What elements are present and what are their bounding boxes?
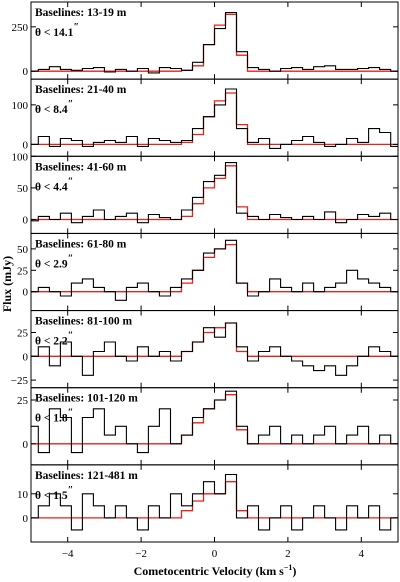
y-tick-label: 0: [23, 351, 29, 363]
panel-4: 0 25 50 Baselines: 61-80 m θ < 2.9″: [17, 232, 399, 312]
panel-baseline-label: Baselines: 121-481 m: [35, 470, 138, 482]
panel-baseline-label: Baselines: 21-40 m: [35, 84, 127, 96]
panel-baseline-label: Baselines: 61-80 m: [35, 238, 127, 250]
y-tick-label: 25: [17, 327, 29, 339]
panel-resolution-unit: ″: [68, 485, 74, 496]
model-spectrum-line: [31, 243, 398, 293]
y-tick-label: 10: [17, 489, 29, 501]
y-tick-label: 0: [23, 139, 29, 151]
panel-resolution-label: θ < 14.1″: [35, 22, 79, 39]
y-tick-label: 50: [17, 244, 29, 256]
y-tick-label: 25: [17, 265, 29, 277]
y-tick-label: 0: [23, 215, 29, 227]
panel-resolution-unit: ″: [68, 99, 74, 110]
y-tick-label: 50: [17, 183, 29, 195]
panel-5: −25 0 25 Baselines: 81-100 m θ < 2.2″: [11, 310, 399, 389]
panel-resolution-label: θ < 1.8″: [35, 408, 73, 425]
observed-spectrum-line: [31, 473, 398, 531]
panel-baseline-label: Baselines: 41-60 m: [35, 161, 127, 173]
y-tick-label: 100: [12, 151, 29, 163]
panel-resolution-label: θ < 4.4″: [35, 176, 73, 193]
x-axis-title: Cometocentric Velocity (km s−1): [134, 563, 297, 578]
panel-resolution-unit: ″: [68, 408, 74, 419]
observed-spectrum-line: [31, 390, 398, 454]
x-axis-title-main: Cometocentric Velocity (km s: [134, 564, 285, 578]
model-spectrum-line: [31, 481, 398, 519]
y-tick-label: 0: [23, 66, 29, 78]
x-tick-label: −2: [135, 548, 147, 560]
y-tick-label: 0: [23, 287, 29, 299]
observed-spectrum-line: [31, 322, 398, 376]
panel-resolution-unit: ″: [68, 176, 74, 187]
observed-spectrum-line: [31, 12, 398, 74]
y-tick-label: −25: [11, 375, 29, 387]
panel-resolution-unit: ″: [73, 22, 79, 33]
model-spectrum-line: [31, 13, 398, 72]
x-tick-label: −4: [62, 548, 74, 560]
model-spectrum-line: [31, 165, 398, 221]
model-spectrum-line: [31, 92, 398, 146]
panel-6: 0 25 Baselines: 101-120 m θ < 1.8″: [17, 387, 399, 466]
panel-resolution-unit: ″: [68, 331, 74, 342]
x-tick-label: 0: [212, 548, 218, 560]
panel-3: 0 50 100 Baselines: 41-60 m θ < 4.4″: [12, 151, 399, 234]
panel-resolution-label: θ < 2.2″: [35, 331, 73, 348]
y-axis-title: Flux (mJy): [0, 256, 14, 312]
y-tick-label: 100: [12, 100, 29, 112]
x-axis-title-close: ): [292, 564, 296, 578]
y-tick-label: 250: [12, 22, 29, 34]
x-tick-label: 2: [285, 548, 291, 560]
panel-2: 0 100 Baselines: 21-40 m θ < 8.4″: [12, 78, 399, 157]
panel-resolution-label: θ < 8.4″: [35, 99, 73, 116]
observed-spectrum-line: [31, 239, 398, 301]
x-axis-title-exponent: −1: [284, 563, 293, 572]
y-tick-label: 0: [23, 513, 29, 525]
x-tick-label: 4: [359, 548, 365, 560]
panel-1: 0 250 Baselines: 13-19 m θ < 14.1″: [12, 1, 399, 80]
panel-7: 0 10 Baselines: 121-481 m θ < 1.5″: [17, 464, 399, 543]
observed-spectrum-line: [31, 162, 398, 224]
panel-resolution-label: θ < 2.9″: [35, 253, 73, 270]
panel-baseline-label: Baselines: 101-120 m: [35, 393, 138, 405]
y-tick-label: 0: [23, 439, 29, 451]
panel-baseline-label: Baselines: 81-100 m: [35, 316, 133, 328]
panel-baseline-label: Baselines: 13-19 m: [35, 7, 127, 19]
panel-resolution-unit: ″: [68, 253, 74, 264]
panel-resolution-label: θ < 1.5″: [35, 485, 73, 502]
observed-spectrum-line: [31, 88, 398, 149]
y-tick-label: 25: [17, 395, 29, 407]
